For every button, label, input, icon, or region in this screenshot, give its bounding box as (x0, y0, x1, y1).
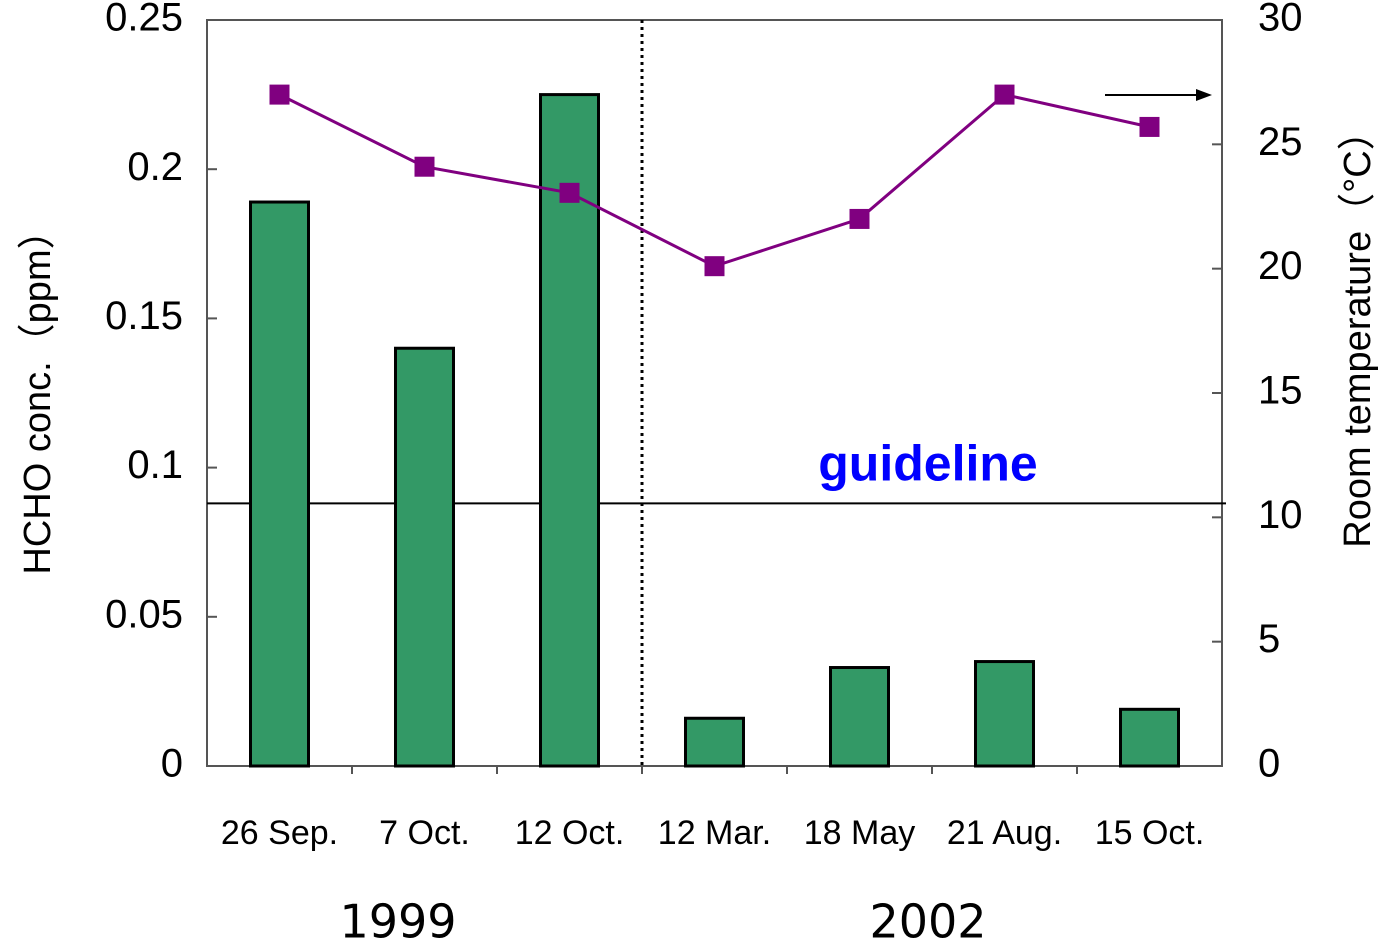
y-tick-label: 0.05 (105, 592, 183, 636)
y-tick-label: 0 (161, 742, 183, 786)
bar (249, 200, 310, 768)
marker (269, 84, 290, 105)
x-tick-label: 12 Mar. (658, 814, 771, 852)
bar (394, 346, 455, 768)
x-tick-label: 21 Aug. (947, 814, 1062, 852)
y2-tick-label: 10 (1258, 493, 1303, 537)
x-tick-label: 12 Oct. (515, 814, 625, 852)
marker (704, 256, 725, 277)
y-axis-title: HCHO conc.（ppm） (17, 211, 59, 574)
y-tick-label: 0.1 (127, 443, 183, 487)
plot-frame (206, 19, 1223, 767)
bar (1119, 707, 1180, 768)
line (278, 92, 1150, 268)
x-tick-label: 15 Oct. (1095, 814, 1205, 852)
bar (539, 93, 600, 768)
bar (974, 660, 1035, 768)
x-tick-label: 7 Oct. (379, 814, 470, 852)
y-tick-label: 0.2 (127, 145, 183, 189)
x-tick-label: 26 Sep. (221, 814, 338, 852)
axis-arrow-head (1196, 89, 1212, 101)
marker (559, 182, 580, 203)
year-label: 2002 (869, 895, 986, 949)
y2-axis-title: Room temperature（°C） (1337, 112, 1379, 547)
bar (684, 716, 745, 768)
marker (414, 156, 435, 177)
year-label: 1999 (339, 895, 456, 949)
y2-tick-label: 5 (1258, 617, 1280, 661)
y2-tick-label: 30 (1258, 0, 1303, 40)
y2-tick-label: 25 (1258, 120, 1303, 164)
y-tick-label: 0.25 (105, 0, 183, 40)
y2-tick-label: 15 (1258, 369, 1303, 413)
bar (829, 666, 890, 768)
y-tick-label: 0.15 (105, 294, 183, 338)
marker (849, 208, 870, 229)
guideline-label: guideline (818, 436, 1037, 492)
y2-tick-label: 20 (1258, 244, 1303, 288)
y2-tick-label: 0 (1258, 742, 1280, 786)
marker (1139, 116, 1160, 137)
marker (994, 84, 1015, 105)
x-tick-label: 18 May (804, 814, 916, 852)
